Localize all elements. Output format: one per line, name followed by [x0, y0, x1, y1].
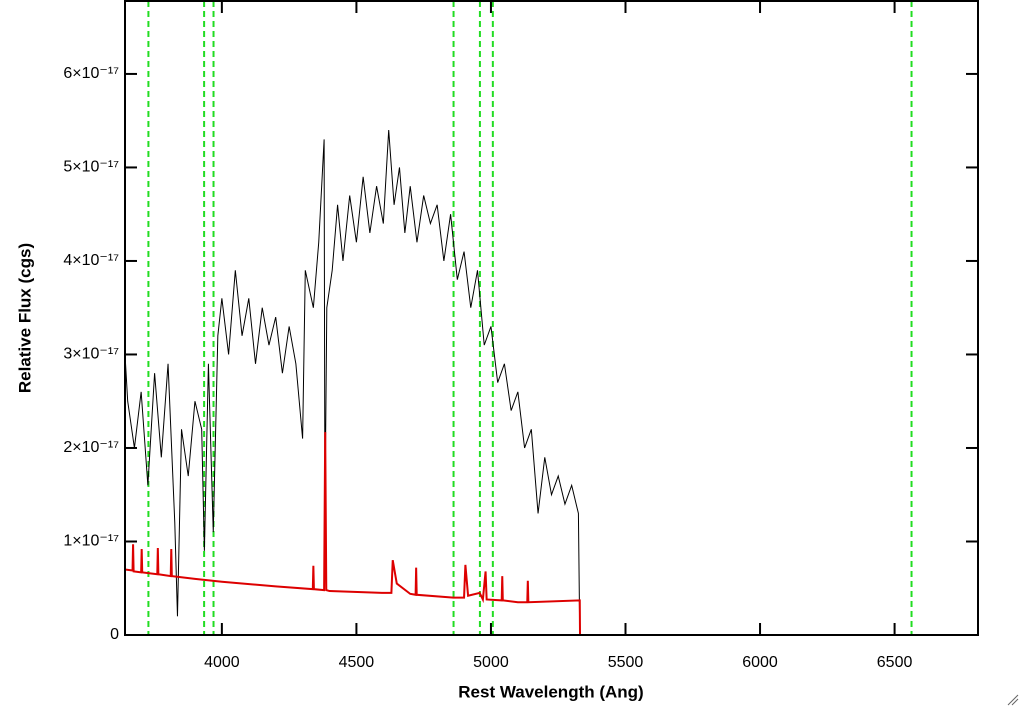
x-tick-label: 4000 [204, 654, 240, 671]
x-axis-label: Rest Wavelength (Ang) [458, 682, 643, 701]
data-line [124, 432, 978, 636]
data-line [124, 130, 978, 636]
y-axis-label: Relative Flux (cgs) [15, 243, 34, 393]
x-tick-label: 5500 [608, 654, 644, 671]
x-tick-label: 6000 [742, 654, 778, 671]
y-tick-label: 5×10⁻¹⁷ [63, 159, 119, 176]
y-tick-label: 0 [110, 626, 119, 643]
y-tick-label: 3×10⁻¹⁷ [63, 346, 119, 363]
y-tick-label: 2×10⁻¹⁷ [63, 439, 119, 456]
resize-grip [1007, 694, 1019, 706]
x-tick-label: 6500 [877, 654, 913, 671]
y-tick-label: 4×10⁻¹⁷ [63, 252, 119, 269]
y-tick-label: 6×10⁻¹⁷ [63, 65, 119, 82]
plot-frame [124, 0, 979, 636]
x-tick-label: 5000 [473, 654, 509, 671]
y-tick-label: 1×10⁻¹⁷ [63, 533, 119, 550]
x-tick-label: 4500 [339, 654, 375, 671]
